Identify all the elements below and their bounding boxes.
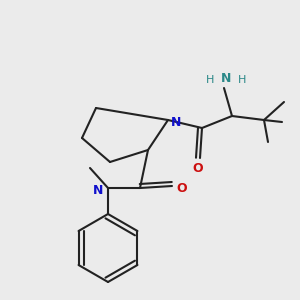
Text: N: N xyxy=(221,71,231,85)
Text: O: O xyxy=(193,161,203,175)
Text: N: N xyxy=(171,116,181,128)
Text: H: H xyxy=(206,75,214,85)
Text: H: H xyxy=(238,75,246,85)
Text: N: N xyxy=(93,184,103,196)
Text: O: O xyxy=(177,182,187,194)
